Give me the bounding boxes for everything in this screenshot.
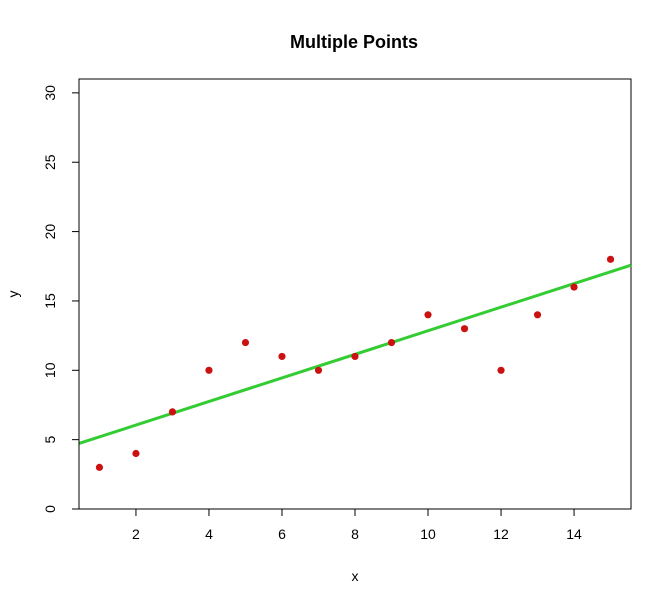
x-tick-label: 12 — [493, 526, 509, 542]
data-point — [95, 463, 104, 471]
data-point — [351, 352, 359, 361]
data-point — [424, 311, 432, 319]
data-point — [205, 366, 213, 374]
plot-frame — [78, 78, 632, 510]
points-layer — [95, 255, 615, 471]
y-axis-label: y — [5, 291, 21, 298]
data-point — [314, 366, 323, 374]
y-tick-label: 30 — [42, 85, 58, 101]
x-tick-label: 10 — [420, 526, 436, 542]
data-point — [278, 352, 286, 361]
y-tick-label: 25 — [42, 154, 58, 170]
x-axis-label: x — [352, 568, 359, 584]
data-point — [460, 325, 469, 333]
y-tick-label: 15 — [42, 293, 58, 309]
y-tick-label: 10 — [42, 362, 58, 378]
data-point — [241, 338, 250, 347]
x-tick-label: 6 — [278, 526, 286, 542]
chart-title: Multiple Points — [290, 32, 418, 52]
data-point — [387, 338, 396, 347]
y-tick-label: 20 — [42, 224, 58, 240]
x-tick-label: 4 — [205, 526, 213, 542]
data-point — [533, 311, 542, 319]
data-point — [132, 449, 140, 458]
x-tick-label: 8 — [351, 526, 359, 542]
x-tick-label: 14 — [566, 526, 582, 542]
data-point — [168, 408, 177, 416]
y-tick-label: 5 — [42, 436, 58, 444]
data-point — [570, 283, 578, 291]
y-axis: 0 5 10 15 20 25 30 — [42, 85, 80, 513]
data-point — [606, 255, 615, 263]
x-tick-label: 2 — [132, 526, 140, 542]
y-tick-label: 0 — [42, 505, 58, 513]
x-axis: 2 4 6 8 10 12 14 — [132, 508, 582, 542]
data-point — [497, 366, 505, 374]
